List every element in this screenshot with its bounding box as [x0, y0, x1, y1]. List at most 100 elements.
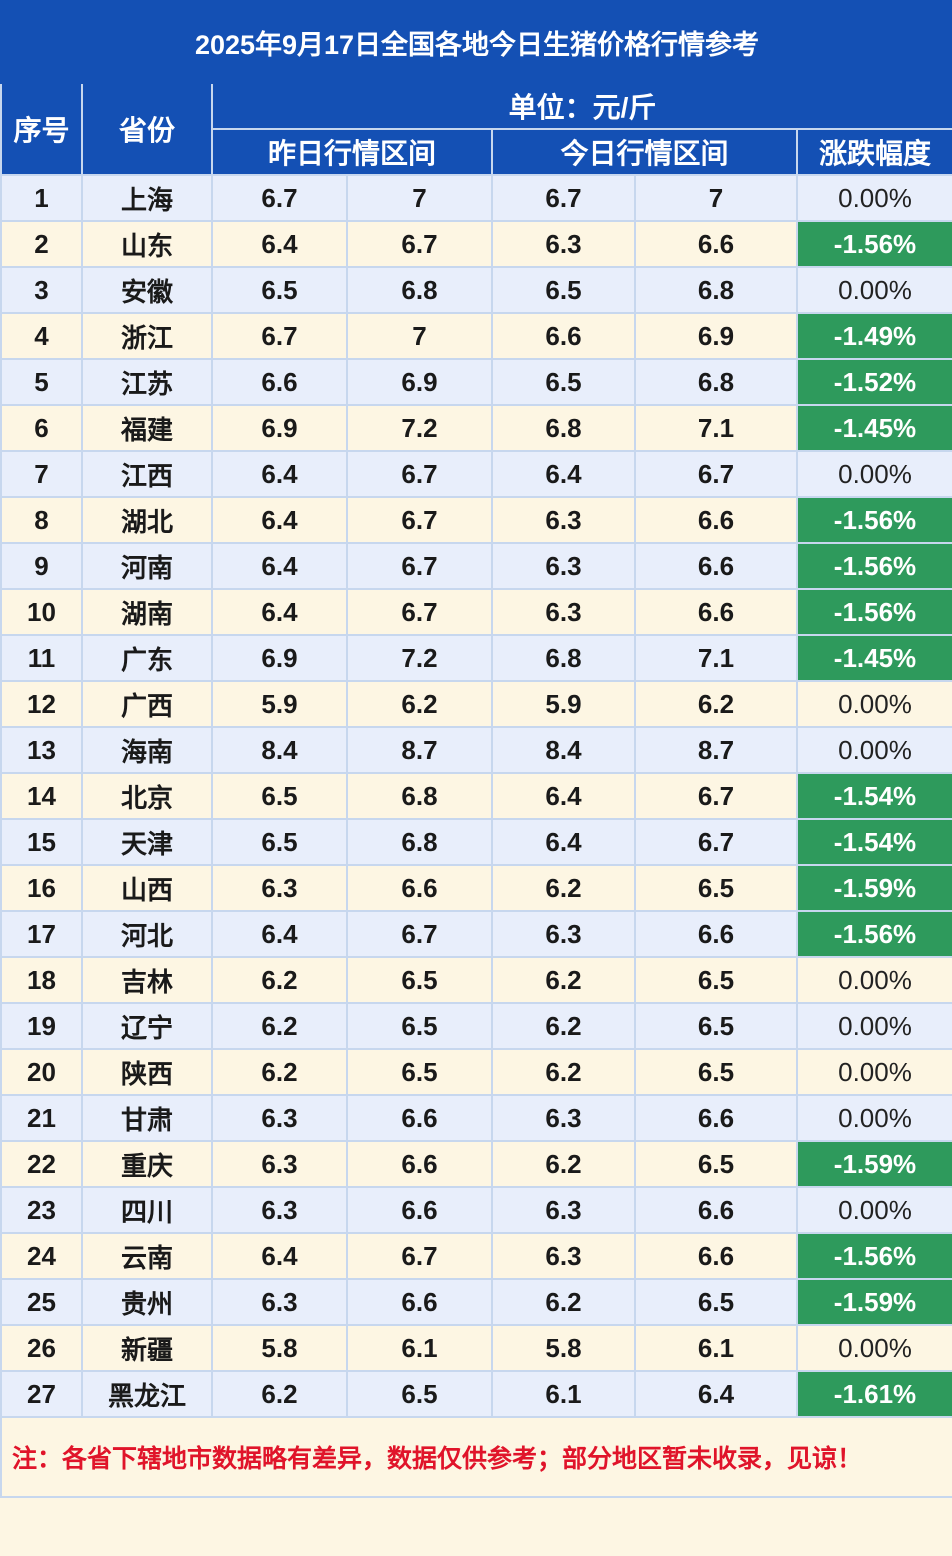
- header-today-range: 今日行情区间: [491, 128, 798, 176]
- cell-province: 河南: [81, 542, 213, 590]
- cell-change: -1.56%: [796, 910, 952, 958]
- cell-yesterday-low: 6.6: [211, 358, 348, 406]
- table-row: 24 云南 6.4 6.7 6.3 6.6 -1.56%: [0, 1232, 952, 1280]
- cell-today-low: 6.2: [491, 1278, 636, 1326]
- table-row: 19 辽宁 6.2 6.5 6.2 6.5 0.00%: [0, 1002, 952, 1050]
- cell-yesterday-low: 6.4: [211, 496, 348, 544]
- cell-change: 0.00%: [796, 450, 952, 498]
- cell-index: 23: [0, 1186, 83, 1234]
- cell-yesterday-low: 6.9: [211, 404, 348, 452]
- cell-change: -1.61%: [796, 1370, 952, 1418]
- cell-change: -1.56%: [796, 220, 952, 268]
- cell-province: 江苏: [81, 358, 213, 406]
- cell-province: 湖南: [81, 588, 213, 636]
- table-row: 25 贵州 6.3 6.6 6.2 6.5 -1.59%: [0, 1278, 952, 1326]
- cell-index: 25: [0, 1278, 83, 1326]
- cell-yesterday-low: 6.2: [211, 1370, 348, 1418]
- cell-today-high: 6.6: [634, 496, 798, 544]
- cell-change: -1.54%: [796, 772, 952, 820]
- cell-yesterday-low: 6.3: [211, 864, 348, 912]
- table-row: 8 湖北 6.4 6.7 6.3 6.6 -1.56%: [0, 496, 952, 544]
- cell-index: 10: [0, 588, 83, 636]
- cell-yesterday-low: 6.4: [211, 542, 348, 590]
- cell-province: 吉林: [81, 956, 213, 1004]
- cell-province: 广西: [81, 680, 213, 728]
- cell-yesterday-low: 6.4: [211, 450, 348, 498]
- cell-yesterday-low: 6.3: [211, 1186, 348, 1234]
- cell-today-high: 6.2: [634, 680, 798, 728]
- cell-yesterday-high: 8.7: [346, 726, 493, 774]
- cell-index: 24: [0, 1232, 83, 1280]
- cell-today-low: 8.4: [491, 726, 636, 774]
- cell-change: -1.59%: [796, 1278, 952, 1326]
- cell-index: 20: [0, 1048, 83, 1096]
- cell-index: 13: [0, 726, 83, 774]
- cell-yesterday-low: 6.3: [211, 1094, 348, 1142]
- cell-index: 27: [0, 1370, 83, 1418]
- cell-yesterday-high: 6.7: [346, 450, 493, 498]
- cell-today-low: 5.8: [491, 1324, 636, 1372]
- table-row: 7 江西 6.4 6.7 6.4 6.7 0.00%: [0, 450, 952, 498]
- cell-today-high: 6.7: [634, 450, 798, 498]
- cell-yesterday-high: 7: [346, 312, 493, 360]
- cell-yesterday-high: 6.8: [346, 266, 493, 314]
- cell-change: 0.00%: [796, 956, 952, 1004]
- cell-yesterday-low: 6.2: [211, 1002, 348, 1050]
- cell-today-high: 6.5: [634, 1140, 798, 1188]
- cell-index: 3: [0, 266, 83, 314]
- footnote: 注：各省下辖地市数据略有差异，数据仅供参考；部分地区暂未收录，见谅！: [0, 1416, 952, 1498]
- cell-today-high: 6.6: [634, 588, 798, 636]
- cell-today-low: 6.2: [491, 1048, 636, 1096]
- cell-today-low: 6.3: [491, 220, 636, 268]
- table-row: 14 北京 6.5 6.8 6.4 6.7 -1.54%: [0, 772, 952, 820]
- cell-today-high: 6.8: [634, 266, 798, 314]
- cell-province: 新疆: [81, 1324, 213, 1372]
- cell-province: 江西: [81, 450, 213, 498]
- cell-change: -1.45%: [796, 404, 952, 452]
- cell-today-high: 6.6: [634, 542, 798, 590]
- cell-today-low: 6.3: [491, 910, 636, 958]
- cell-today-high: 6.8: [634, 358, 798, 406]
- cell-today-high: 8.7: [634, 726, 798, 774]
- cell-today-low: 6.3: [491, 588, 636, 636]
- cell-today-high: 6.7: [634, 818, 798, 866]
- cell-today-low: 6.5: [491, 358, 636, 406]
- cell-today-low: 6.4: [491, 450, 636, 498]
- cell-yesterday-low: 6.5: [211, 818, 348, 866]
- cell-yesterday-high: 6.7: [346, 220, 493, 268]
- cell-index: 19: [0, 1002, 83, 1050]
- cell-change: 0.00%: [796, 266, 952, 314]
- cell-yesterday-high: 6.5: [346, 1370, 493, 1418]
- header-province: 省份: [81, 82, 213, 176]
- cell-province: 云南: [81, 1232, 213, 1280]
- cell-index: 11: [0, 634, 83, 682]
- cell-change: 0.00%: [796, 1324, 952, 1372]
- header-change: 涨跌幅度: [796, 128, 952, 176]
- cell-index: 12: [0, 680, 83, 728]
- cell-change: 0.00%: [796, 680, 952, 728]
- cell-yesterday-high: 6.9: [346, 358, 493, 406]
- cell-today-high: 6.1: [634, 1324, 798, 1372]
- cell-yesterday-high: 6.7: [346, 588, 493, 636]
- cell-today-low: 6.2: [491, 1140, 636, 1188]
- cell-today-low: 6.4: [491, 818, 636, 866]
- cell-index: 18: [0, 956, 83, 1004]
- cell-index: 17: [0, 910, 83, 958]
- cell-yesterday-high: 6.7: [346, 910, 493, 958]
- cell-today-high: 6.5: [634, 1048, 798, 1096]
- table-row: 3 安徽 6.5 6.8 6.5 6.8 0.00%: [0, 266, 952, 314]
- cell-index: 2: [0, 220, 83, 268]
- cell-today-high: 6.6: [634, 910, 798, 958]
- cell-yesterday-high: 6.5: [346, 1002, 493, 1050]
- table-row: 9 河南 6.4 6.7 6.3 6.6 -1.56%: [0, 542, 952, 590]
- table-row: 18 吉林 6.2 6.5 6.2 6.5 0.00%: [0, 956, 952, 1004]
- cell-yesterday-low: 6.4: [211, 588, 348, 636]
- cell-today-high: 7: [634, 174, 798, 222]
- cell-index: 15: [0, 818, 83, 866]
- cell-today-low: 6.4: [491, 772, 636, 820]
- cell-province: 陕西: [81, 1048, 213, 1096]
- cell-province: 山西: [81, 864, 213, 912]
- cell-today-low: 6.2: [491, 864, 636, 912]
- cell-change: 0.00%: [796, 1002, 952, 1050]
- cell-today-low: 6.3: [491, 1094, 636, 1142]
